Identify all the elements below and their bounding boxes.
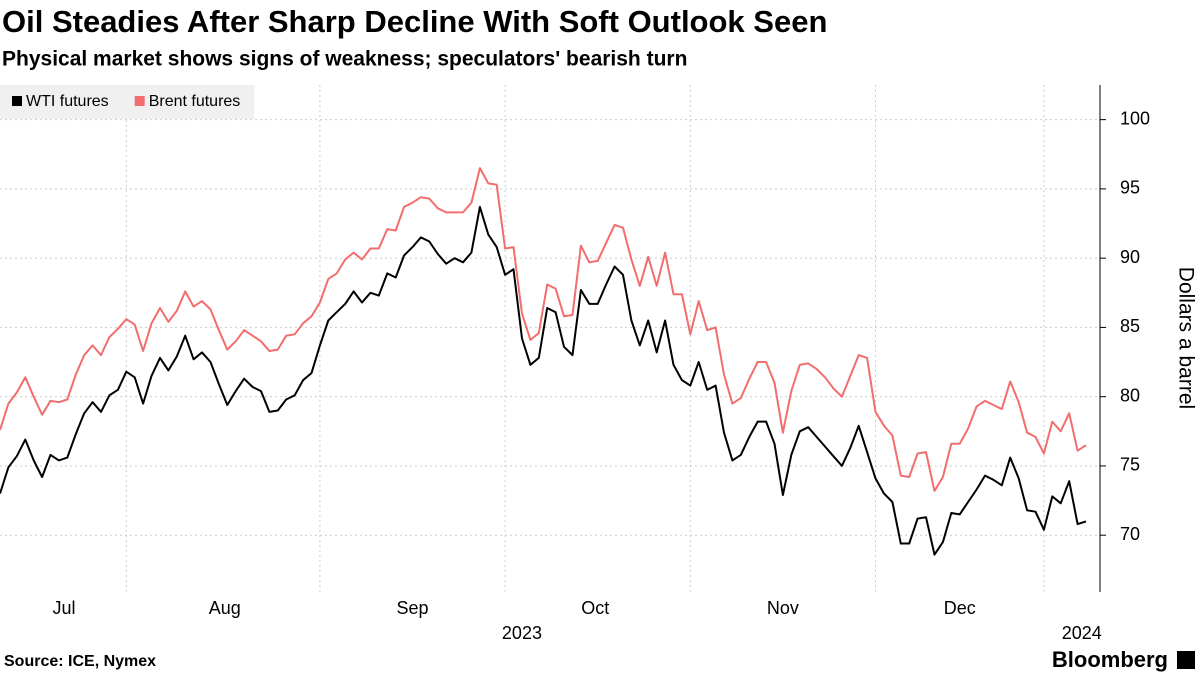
line-series bbox=[0, 167, 1087, 492]
y-axis-label: Dollars a barrel bbox=[1174, 267, 1197, 409]
line-series bbox=[0, 205, 1087, 556]
x-year-label: 2023 bbox=[502, 623, 542, 643]
x-tick-label: Dec bbox=[944, 598, 976, 618]
legend: WTI futures Brent futures bbox=[0, 85, 255, 119]
legend-label: Brent futures bbox=[149, 93, 241, 110]
brand: Bloomberg bbox=[1052, 647, 1168, 672]
x-tick-label: Jul bbox=[52, 598, 75, 618]
source: Source: ICE, Nymex bbox=[4, 653, 156, 670]
y-tick-label: 80 bbox=[1120, 385, 1140, 405]
legend-swatch bbox=[12, 96, 22, 106]
y-tick-label: 100 bbox=[1120, 108, 1150, 128]
y-tick-label: 90 bbox=[1120, 247, 1140, 267]
brand-icon bbox=[1177, 651, 1195, 669]
chart-subtitle: Physical market shows signs of weakness;… bbox=[2, 48, 687, 71]
x-tick-label: Nov bbox=[767, 598, 799, 618]
y-tick-label: 70 bbox=[1120, 524, 1140, 544]
legend-bg bbox=[0, 85, 255, 119]
x-year-label: 2024 bbox=[1062, 623, 1102, 643]
chart-title: Oil Steadies After Sharp Decline With So… bbox=[2, 4, 827, 39]
x-tick-label: Oct bbox=[581, 598, 609, 618]
legend-label: WTI futures bbox=[26, 93, 109, 110]
x-tick-label: Sep bbox=[396, 598, 428, 618]
y-tick-label: 95 bbox=[1120, 178, 1140, 198]
legend-swatch bbox=[134, 96, 145, 106]
y-tick-label: 85 bbox=[1120, 316, 1140, 336]
x-tick-label: Aug bbox=[209, 598, 241, 618]
y-tick-label: 75 bbox=[1120, 455, 1140, 475]
